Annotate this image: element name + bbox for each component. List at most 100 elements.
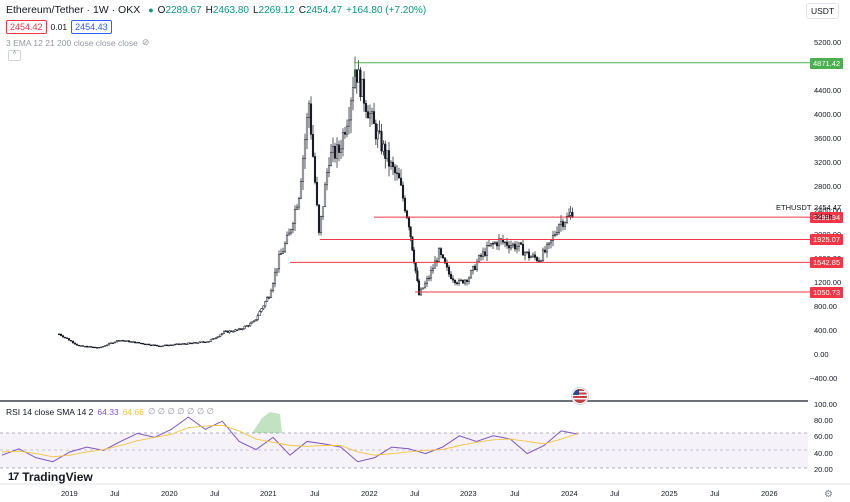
price-tick: 2400.00 [814, 206, 842, 215]
eye-hidden-icon[interactable]: ⊘ [141, 37, 150, 47]
candle-body [487, 245, 491, 247]
candle-body [411, 236, 414, 251]
candle-body [399, 177, 403, 186]
candle-body [307, 103, 311, 118]
candle-body [115, 340, 119, 343]
candle-body [533, 254, 537, 258]
candle-body [252, 320, 256, 323]
candle-body [315, 182, 319, 206]
candle-body [403, 197, 407, 212]
candle-body [503, 241, 507, 244]
candle-body [111, 342, 115, 344]
symbol-title[interactable]: Ethereum/Tether · 1W · OKX [6, 4, 141, 16]
candle-body [69, 340, 73, 342]
candle-body [437, 248, 441, 262]
candle-body [378, 130, 381, 132]
settings-gear-icon[interactable]: ⚙ [824, 489, 833, 500]
candle-body [337, 144, 341, 153]
us-flag-icon[interactable] [572, 388, 588, 404]
rsi-band [0, 433, 808, 468]
candle-body [461, 279, 465, 284]
candle-body [93, 346, 97, 349]
price-tick: 3600.00 [814, 134, 842, 143]
candle-body [283, 243, 287, 252]
level-price-tag: 4871.42 [810, 57, 844, 69]
candle-body [167, 344, 171, 347]
candle-body [187, 342, 190, 345]
candle-body [232, 331, 235, 333]
candle-body [75, 343, 79, 346]
candle-body [213, 338, 216, 340]
candle-body [207, 341, 211, 343]
candle-body [183, 343, 186, 345]
time-tick: 2020 [161, 489, 178, 498]
price-tick: 5200.00 [814, 38, 842, 47]
candle-body [412, 249, 416, 263]
candle-body [147, 343, 151, 346]
candle-body [433, 260, 437, 269]
candle-body [200, 341, 203, 343]
level-price-tag: 1050.73 [810, 286, 844, 298]
candle-body [121, 340, 125, 342]
trade-price-row: 2454.42 0.01 2454.43 [6, 20, 112, 34]
candle-body [239, 328, 242, 330]
candle-body [149, 344, 153, 347]
candle-body [483, 251, 487, 256]
time-tick: 2019 [61, 489, 78, 498]
ohlc-open: O2289.67 [157, 4, 202, 16]
brand-name: TradingView [22, 470, 93, 484]
sell-price-button[interactable]: 2454.42 [6, 20, 47, 34]
candle-body [347, 119, 351, 127]
candle-body [91, 346, 95, 349]
candle-body [387, 150, 391, 167]
indicator-legend[interactable]: 3 EMA 12 21 200 close close close ⊘ [6, 37, 149, 48]
candle-body [157, 345, 161, 347]
candle-body [563, 222, 567, 227]
candle-body [313, 156, 317, 183]
rsi-ma-line [1, 424, 579, 458]
candle-body [260, 308, 263, 312]
candle-body [224, 330, 227, 333]
candle-body [173, 343, 177, 346]
candle-body [192, 342, 196, 344]
candle-body [129, 341, 133, 343]
collapse-legend-button[interactable]: ^ [8, 50, 21, 61]
candle-body [465, 279, 469, 282]
candle-body [397, 173, 401, 179]
candle-body [87, 346, 91, 348]
price-tick: 0.00 [814, 350, 829, 359]
candle-body [79, 345, 83, 347]
candle-body [319, 216, 323, 233]
currency-selector[interactable]: USDT [806, 3, 840, 19]
candle-body [555, 232, 559, 235]
time-tick: Jul [510, 489, 520, 498]
candle-body [525, 251, 529, 253]
candle-body [457, 280, 461, 284]
candle-body [211, 338, 214, 341]
candle-body [241, 328, 244, 330]
candle-body [83, 345, 87, 348]
candle-body [109, 342, 113, 344]
candle-body [226, 330, 229, 333]
candle-body [421, 287, 425, 290]
candle-body [537, 260, 541, 262]
level-price-tag: 1542.85 [810, 257, 844, 269]
candle-body [249, 322, 252, 327]
candle-body [485, 245, 489, 256]
price-tick: 400.00 [814, 326, 837, 335]
candle-body [237, 328, 241, 331]
candle-body [303, 139, 307, 159]
candle-body [245, 325, 248, 327]
candle-body [143, 343, 147, 345]
candle-body [204, 341, 207, 344]
candle-body [351, 87, 355, 102]
rsi-legend[interactable]: RSI 14 close SMA 14 2 64.33 64.66 ∅ ∅ ∅ … [6, 406, 214, 417]
candle-body [299, 181, 303, 199]
candle-body [293, 209, 297, 224]
candle-body [85, 345, 89, 348]
ethusdt-label: ETHUSDT [776, 203, 812, 212]
candle-body [429, 270, 433, 279]
buy-price-button[interactable]: 2454.43 [71, 20, 112, 34]
candle-body [345, 125, 349, 135]
